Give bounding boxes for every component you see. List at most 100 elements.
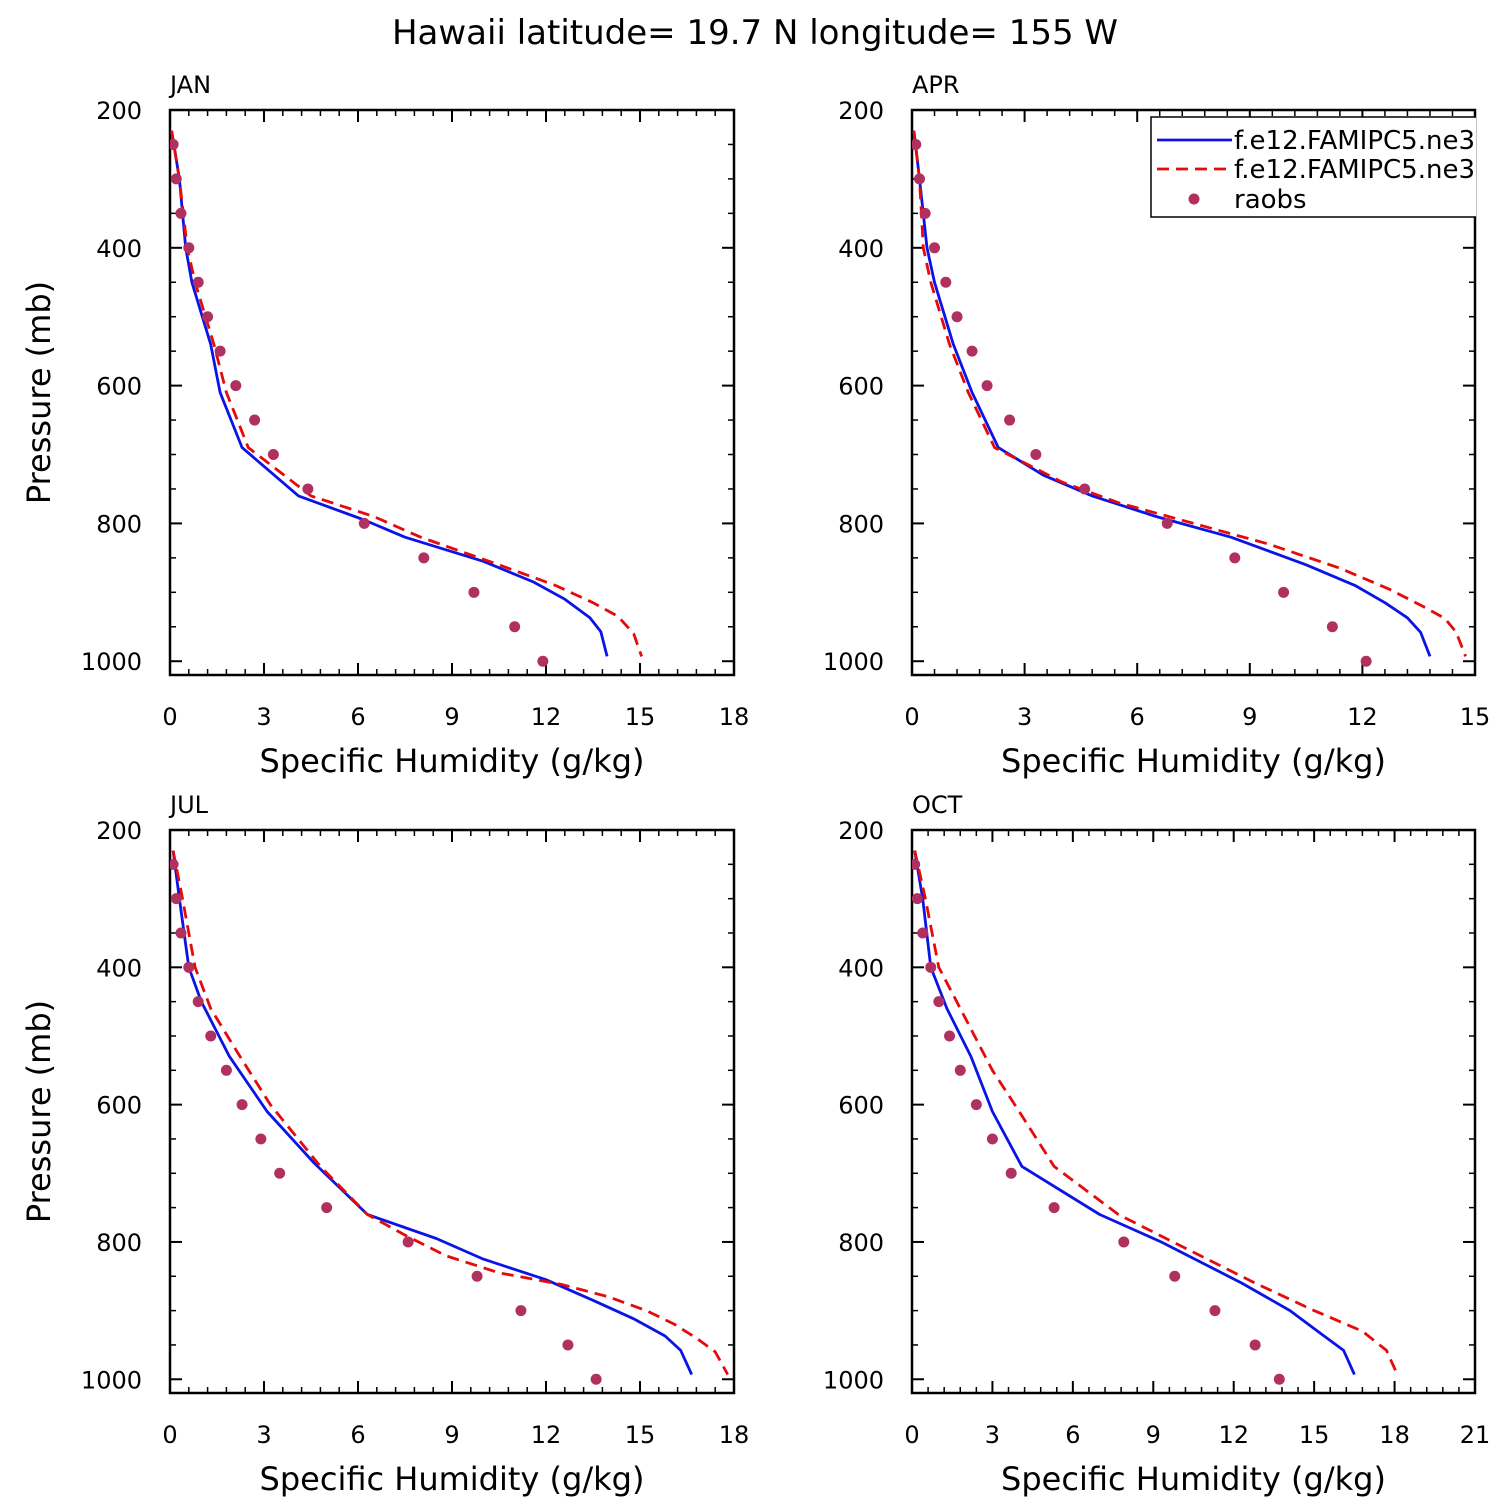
raobs-point (468, 586, 480, 598)
raobs-point (509, 621, 521, 633)
raobs-point (192, 276, 204, 288)
raobs-point (1169, 1270, 1181, 1282)
raobs-point (402, 1236, 414, 1248)
raobs-point (267, 449, 279, 461)
raobs-point (951, 311, 963, 323)
raobs-point (192, 996, 204, 1008)
x-axis-title: Specific Humidity (g/kg) (1001, 1460, 1386, 1498)
legend-box (1150, 116, 1476, 218)
panel-label: JUL (168, 791, 209, 819)
plot-frame (910, 108, 1477, 677)
x-tick-label: 18 (1379, 1421, 1410, 1449)
raobs-point (562, 1339, 574, 1351)
x-tick-label: 6 (1065, 1421, 1080, 1449)
x-tick-label: 21 (1460, 1421, 1491, 1449)
raobs-point (1209, 1305, 1221, 1317)
legend-label: f.e12.FAMIPC5.ne3 (1234, 155, 1475, 185)
x-axis-title: Specific Humidity (g/kg) (1001, 742, 1386, 780)
raobs-point (986, 1133, 998, 1145)
series-group (912, 130, 1467, 667)
x-tick-label: 12 (1347, 703, 1378, 731)
raobs-point (914, 173, 926, 185)
y-tick-label: 800 (96, 1229, 142, 1257)
raobs-point (321, 1202, 333, 1214)
raobs-point (175, 927, 187, 939)
raobs-point (929, 242, 941, 254)
x-tick-label: 9 (444, 703, 459, 731)
raobs-point (1360, 655, 1372, 667)
x-tick-label: 15 (1460, 703, 1491, 731)
panel-jan: 0 3 6 9 12 15 18 200 400 600 800 1000 Specific Humid… (20, 71, 749, 780)
y-tick-label: 200 (96, 817, 142, 845)
y-tick-label: 1000 (823, 1366, 884, 1394)
model-solid-line (170, 130, 609, 657)
x-tick-label: 9 (1146, 1421, 1161, 1449)
raobs-point (255, 1133, 267, 1145)
x-tick-label: 3 (256, 703, 271, 731)
raobs-point (981, 380, 993, 392)
raobs-point (249, 414, 261, 426)
raobs-point (1229, 552, 1241, 564)
raobs-point (1161, 517, 1173, 529)
panel-jul: 0 3 6 9 12 15 18 200 400 600 800 1000 Specific Humid… (20, 791, 749, 1498)
panel-label: OCT (912, 791, 963, 819)
figure-title: Hawaii latitude= 19.7 N longitude= 155 W (392, 13, 1118, 53)
x-tick-label: 18 (719, 1421, 750, 1449)
series-group (170, 130, 643, 667)
raobs-point (944, 1030, 956, 1042)
raobs-point (1326, 621, 1338, 633)
raobs-point (917, 927, 929, 939)
x-tick-label: 3 (256, 1421, 271, 1449)
raobs-point (170, 858, 179, 870)
raobs-point (170, 893, 182, 905)
raobs-point (358, 517, 370, 529)
x-tick-label: 9 (1242, 703, 1257, 731)
raobs-point (205, 1030, 217, 1042)
x-tick-label: 9 (444, 1421, 459, 1449)
y-tick-label: 1000 (81, 1366, 142, 1394)
raobs-point (970, 1099, 982, 1111)
y-tick-label: 600 (838, 373, 884, 401)
raobs-point (912, 858, 921, 870)
raobs-point (202, 311, 214, 323)
x-tick-label: 15 (625, 1421, 656, 1449)
raobs-point (274, 1167, 286, 1179)
panel-oct: 0 3 6 9 12 15 18 21 200 400 600 800 1000 Specific Hum… (823, 791, 1490, 1498)
raobs-point (183, 961, 195, 973)
model-dashed-line (170, 130, 643, 657)
model-dashed-line (171, 850, 729, 1376)
raobs-point (919, 207, 931, 219)
y-tick-label: 200 (838, 97, 884, 125)
raobs-point (590, 1373, 602, 1385)
x-tick-label: 3 (985, 1421, 1000, 1449)
x-tick-label: 18 (719, 703, 750, 731)
y-tick-label: 400 (838, 235, 884, 263)
plot-frame (910, 828, 1477, 1395)
x-tick-label: 0 (904, 1421, 919, 1449)
model-dashed-line (913, 850, 1399, 1376)
x-tick-label: 15 (625, 703, 656, 731)
x-tick-label: 0 (904, 703, 919, 731)
model-dashed-line (912, 130, 1467, 657)
raobs-point (940, 276, 952, 288)
model-solid-line (912, 130, 1432, 657)
x-axis-title: Specific Humidity (g/kg) (260, 1460, 645, 1498)
raobs-point (170, 138, 179, 150)
x-tick-label: 0 (162, 703, 177, 731)
y-tick-label: 800 (96, 510, 142, 538)
y-tick-label: 1000 (823, 648, 884, 676)
y-tick-label: 200 (96, 97, 142, 125)
y-axis-title: Pressure (mb) (20, 1000, 58, 1223)
y-tick-label: 800 (838, 510, 884, 538)
raobs-point (230, 380, 242, 392)
series-group (170, 850, 729, 1385)
x-tick-label: 12 (1218, 1421, 1249, 1449)
y-tick-label: 200 (838, 817, 884, 845)
y-tick-label: 400 (96, 954, 142, 982)
x-tick-label: 15 (1299, 1421, 1330, 1449)
x-tick-label: 12 (531, 1421, 562, 1449)
raobs-point (236, 1099, 248, 1111)
series-group (912, 850, 1399, 1385)
